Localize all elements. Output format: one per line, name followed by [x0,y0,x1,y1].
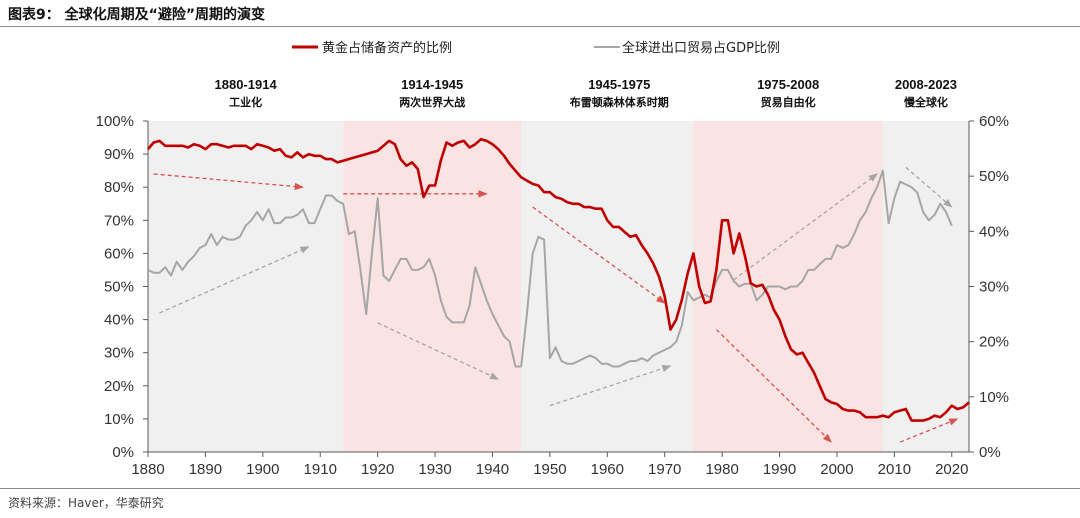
x-tick-labels: 1880 1890 1900 1910 1920 1930 1940 1950 1960 1970… [131,461,968,478]
y-right-tick-label: 40% [979,223,1009,240]
y-left-tick-labels: 0% 10% 20% 30% 40% 50% 60% 70% 80% 90% 100% [96,113,134,461]
period-years-label: 2008-2023 [895,77,957,92]
x-tick-label: 1900 [246,461,279,478]
legend-label-trade: 全球进出口贸易占GDP比例 [622,40,780,56]
y-right-tick-label: 30% [979,279,1009,296]
x-tick-label: 2020 [935,461,968,478]
period-years-label: 1945-1975 [588,77,650,92]
period-years-label: 1880-1914 [215,77,278,92]
x-tick-label: 1970 [648,461,681,478]
y-left-tick-label: 80% [104,179,134,196]
series-lines [147,137,970,422]
y-right-tick-label: 0% [979,444,1001,461]
source-divider [0,488,1080,489]
period-shading [148,121,969,452]
title-divider [0,26,1080,27]
period-band [343,121,522,452]
x-tick-label: 1990 [763,461,796,478]
period-name-label: 布雷顿森林体系时期 [570,95,669,109]
y-right-tick-labels: 0% 10% 20% 30% 40% 50% 60% [979,113,1009,461]
gold-reserve-share-line [147,137,970,422]
trade-gdp-share-line [147,169,953,368]
trend-arrow-gray [549,365,672,407]
x-tick-label: 1930 [418,461,451,478]
trend-arrows [153,166,959,443]
y-left-tick-label: 100% [96,113,134,130]
legend-label-gold: 黄金占储备资产的比例 [322,40,452,56]
y-left-tick-label: 30% [104,345,134,362]
x-tick-label: 1980 [705,461,738,478]
period-band [148,121,344,452]
y-left-tick-label: 70% [104,212,134,229]
trend-arrow-gray [905,166,953,208]
period-name-label: 工业化 [229,95,262,109]
trend-arrow-gray [159,246,310,314]
x-tick-label: 1940 [476,461,509,478]
period-band [693,121,883,452]
y-left-tick-label: 60% [104,245,134,262]
x-tick-label: 2010 [878,461,911,478]
y-right-tick-label: 50% [979,168,1009,185]
x-tick-label: 1950 [533,461,566,478]
figure-title: 图表9： 全球化周期及“避险”周期的演变 [8,7,266,23]
x-tick-label: 1960 [591,461,624,478]
period-name-label: 贸易自由化 [761,95,816,109]
trend-arrow-red [532,206,666,304]
y-right-tick-label: 60% [979,113,1009,130]
y-left-tick-label: 20% [104,378,134,395]
period-name-label: 慢全球化 [904,95,948,109]
trend-arrow-red [153,173,304,191]
y-right-tick-label: 20% [979,334,1009,351]
source-note: 资料来源：Haver，华泰研究 [8,496,164,510]
y-left-tick-label: 0% [112,444,134,461]
x-tick-label: 1890 [189,461,222,478]
period-name-label: 两次世界大战 [399,95,465,109]
y-left-tick-label: 40% [104,312,134,329]
x-tick-label: 1910 [304,461,337,478]
y-left-tick-label: 10% [104,411,134,428]
y-left-tick-label: 90% [104,146,134,163]
trend-arrow-gray [733,173,878,281]
trend-arrow-gray [377,322,500,380]
period-band [521,121,694,452]
period-years-label: 1914-1945 [401,77,463,92]
y-right-tick-label: 10% [979,389,1009,406]
period-labels: 1880-1914 工业化 1914-1945 两次世界大战 1945-1975 布雷顿森… [215,77,958,109]
trend-arrow-red [899,418,959,443]
x-tick-label: 1880 [131,461,164,478]
legend: 黄金占储备资产的比例 全球进出口贸易占GDP比例 [292,40,780,56]
period-band [882,121,969,452]
y-left-tick-label: 50% [104,279,134,296]
period-years-label: 1975-2008 [757,77,819,92]
x-tick-label: 2000 [820,461,853,478]
axes [143,120,974,457]
trend-arrow-red [715,329,832,443]
x-tick-label: 1920 [361,461,394,478]
